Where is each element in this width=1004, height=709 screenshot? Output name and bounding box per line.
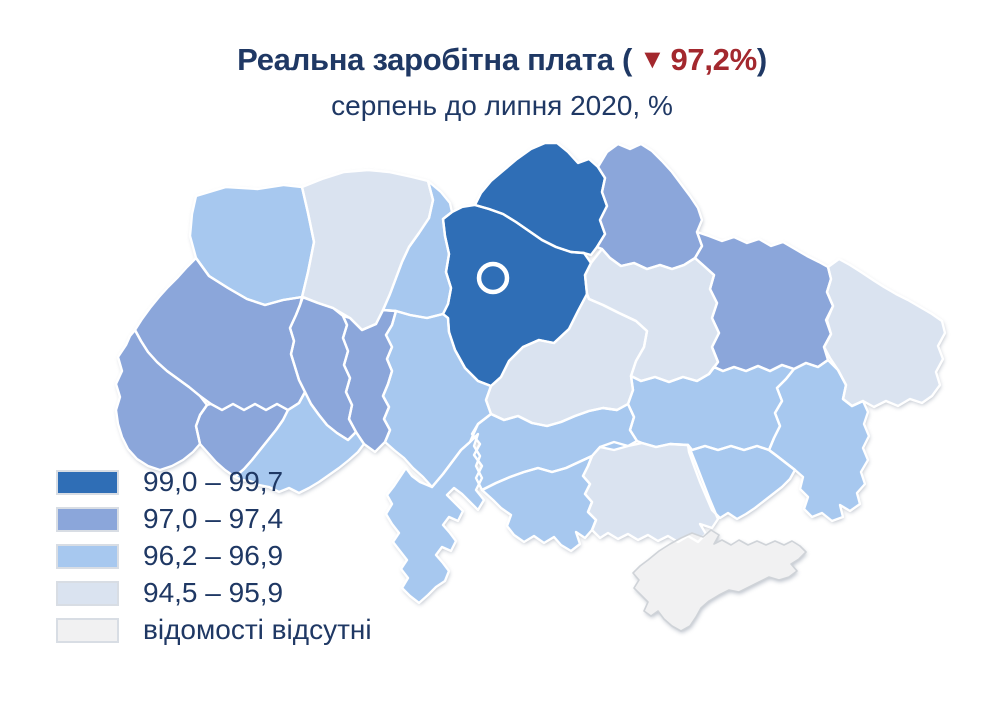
region-outline-crimea (632, 529, 807, 632)
region-chernihiv (475, 143, 607, 255)
region-outline-odesa (384, 432, 486, 605)
region-zaporizhzhia (688, 445, 795, 519)
region-outline-zakarpattia (114, 328, 209, 472)
chart-title: Реальна заробітна плата (▼ 97,2%) (0, 42, 1004, 78)
region-outline-zaporizhzhia (686, 443, 797, 521)
legend-swatch-b3 (56, 580, 119, 606)
capital-marker-kyiv-city (476, 261, 510, 295)
region-crimea (633, 530, 806, 631)
region-kherson (583, 442, 718, 542)
legend-row-b4: відомості відсутні (56, 614, 372, 645)
region-mykolaiv (482, 456, 596, 551)
legend-swatch-b4 (56, 617, 119, 643)
title-text-after: ) (756, 42, 767, 77)
title-text-before: Реальна заробітна плата ( (237, 42, 632, 77)
chart-subtitle: серпень до липня 2020, % (331, 90, 673, 121)
legend-label: відомості відсутні (143, 614, 372, 645)
legend-row-b2: 96,2 – 96,9 (56, 540, 372, 571)
legend-swatch-b0 (56, 469, 119, 495)
region-outline-cherkasy (484, 292, 649, 428)
decrease-triangle-icon: ▼ (639, 44, 666, 74)
region-sumy (597, 144, 702, 269)
legend-label: 94,5 – 95,9 (143, 577, 284, 608)
legend-label: 97,0 – 97,4 (143, 503, 284, 534)
region-kharkiv (695, 232, 833, 374)
region-outline-chernivtsi (233, 390, 366, 495)
region-odesa (386, 434, 484, 603)
legend-row-b3: 94,5 – 95,9 (56, 577, 372, 608)
region-kirovohrad (472, 404, 637, 490)
region-volyn (190, 185, 314, 305)
headline-value: 97,2% (670, 42, 757, 77)
region-kyiv-oblast (443, 205, 591, 386)
region-vinnytsia (383, 311, 491, 487)
region-luhansk (824, 259, 945, 407)
region-poltava (585, 249, 719, 382)
region-dnipropetrovsk (628, 365, 794, 450)
legend-swatch-b1 (56, 506, 119, 532)
legend-row-b1: 97,0 – 97,4 (56, 503, 372, 534)
region-outline-luhansk (822, 257, 947, 409)
region-zakarpattia (116, 330, 207, 470)
region-chernivtsi (235, 392, 364, 493)
legend-row-b0: 99,0 – 99,7 (56, 466, 372, 497)
region-rivne (302, 170, 433, 330)
region-zhytomyr (383, 181, 452, 318)
legend-swatch-b2 (56, 543, 119, 569)
region-ternopil (290, 297, 356, 440)
region-khmelnytskyi (343, 310, 396, 452)
region-cherkasy (486, 294, 647, 426)
legend-label: 99,0 – 99,7 (143, 466, 284, 497)
map-legend: 99,0 – 99,7 97,0 – 97,4 96,2 – 96,9 94,5 – … (56, 466, 372, 655)
legend-label: 96,2 – 96,9 (143, 540, 284, 571)
region-lviv (135, 258, 305, 410)
region-ivano-frankivsk (196, 404, 288, 477)
